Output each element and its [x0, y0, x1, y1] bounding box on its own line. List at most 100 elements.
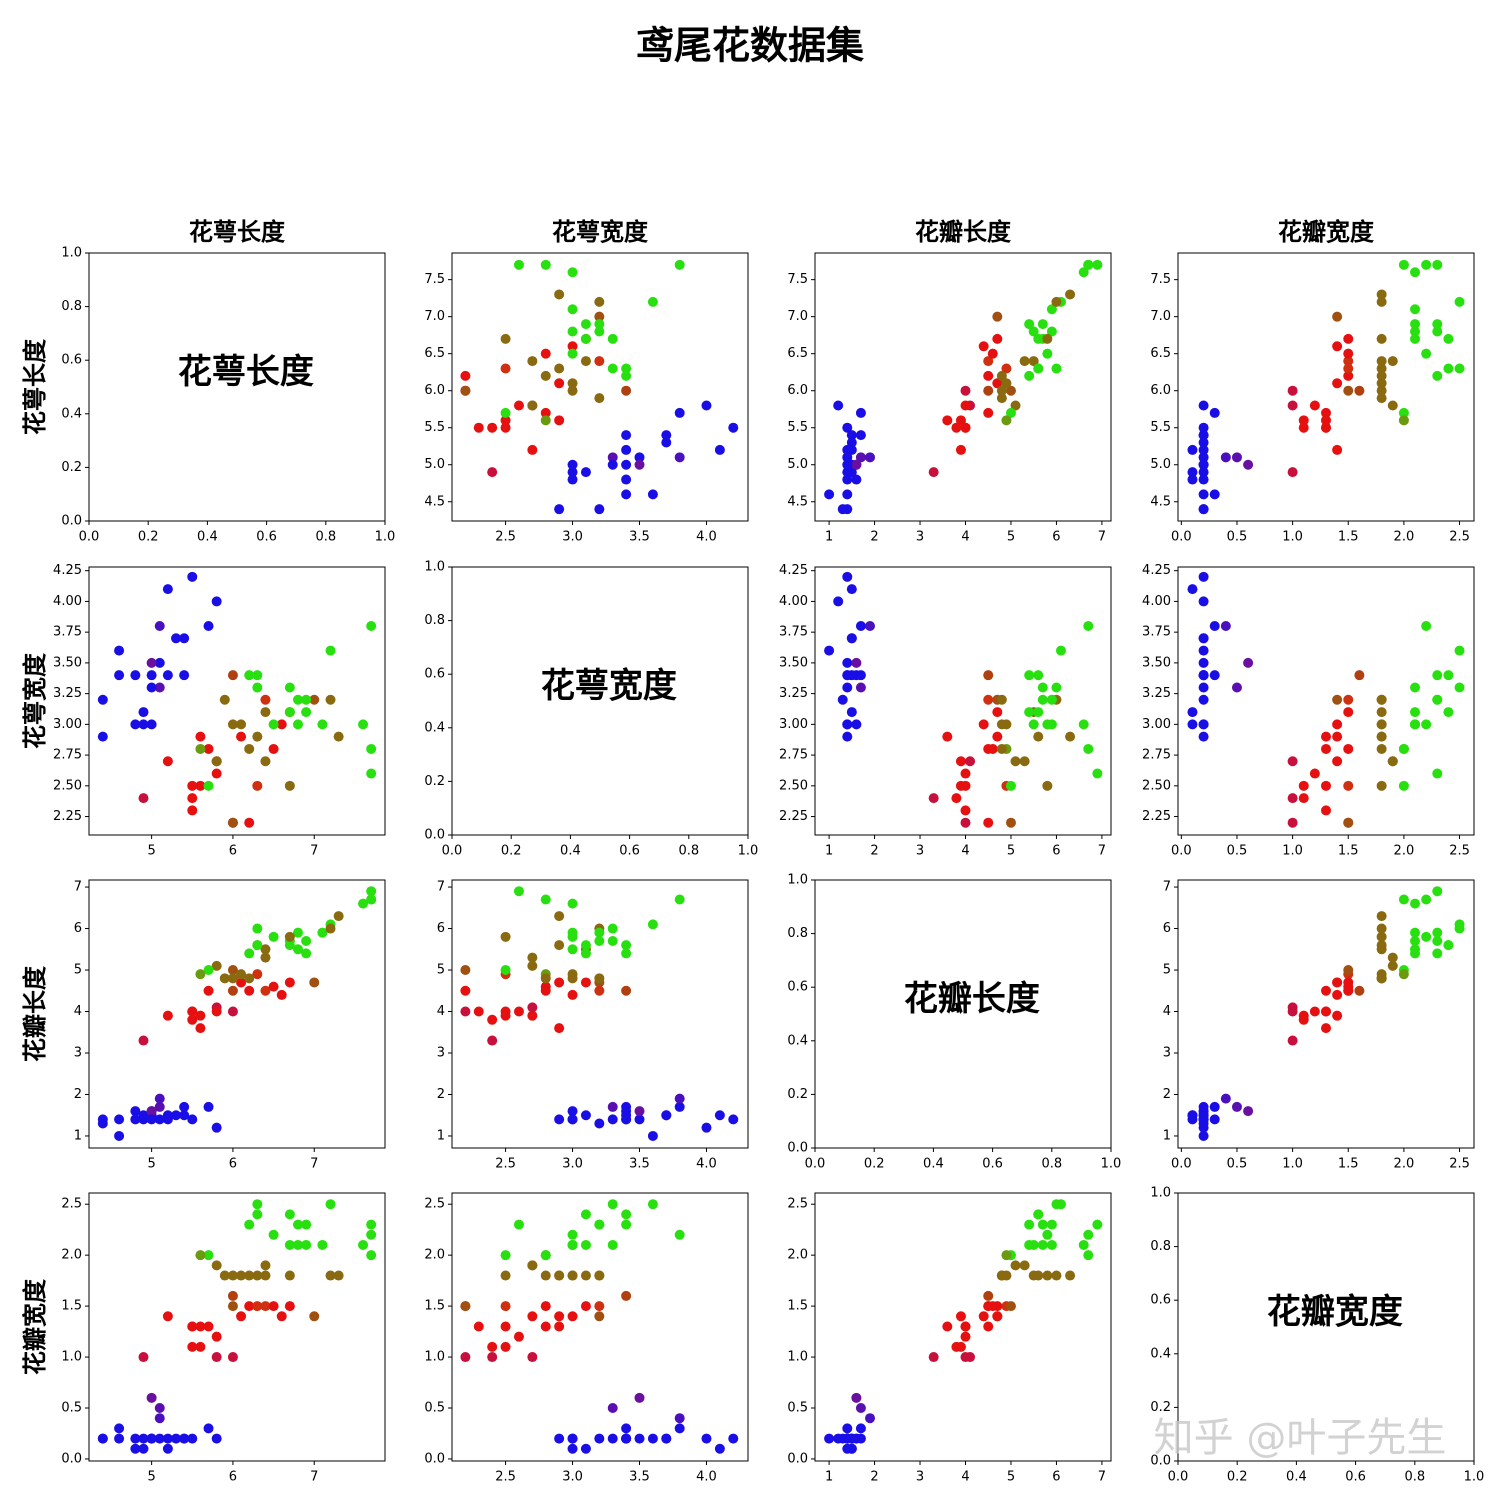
scatter-point	[580, 319, 591, 330]
scatter-point	[236, 731, 247, 742]
scatter-point	[1037, 1239, 1048, 1250]
scatter-point	[1198, 645, 1209, 656]
scatter-point	[554, 1311, 565, 1322]
scatter-point	[1243, 1106, 1254, 1117]
x-tick-label: 3	[916, 1470, 924, 1485]
scatter-point	[928, 793, 939, 804]
x-tick-label: 7	[1098, 1470, 1106, 1485]
axes-frame	[451, 1192, 749, 1462]
scatter-point	[554, 1114, 565, 1125]
scatter-point	[996, 370, 1007, 381]
scatter-point	[580, 1301, 591, 1312]
scatter-point	[162, 1010, 173, 1021]
scatter-point	[366, 1219, 377, 1230]
scatter-point	[527, 356, 538, 367]
scatter-point	[567, 459, 578, 470]
y-tick-label: 6.5	[1150, 346, 1171, 361]
x-tick-label: 5	[1007, 1470, 1015, 1485]
scatter-point	[500, 1250, 511, 1261]
scatter-point	[540, 348, 551, 359]
scatter-point	[1042, 1270, 1053, 1281]
scatter-point	[1198, 682, 1209, 693]
scatter-point	[621, 489, 632, 500]
scatter-point	[162, 1433, 173, 1444]
scatter-point	[1443, 940, 1454, 951]
scatter-point	[1037, 682, 1048, 693]
scatter-point	[965, 1352, 976, 1363]
scatter-point	[554, 378, 565, 389]
x-tick-label: 1.0	[1101, 1157, 1122, 1172]
scatter-point	[487, 1035, 498, 1046]
scatter-point	[1398, 407, 1409, 418]
x-tick-label: 4	[961, 844, 969, 859]
scatter-point	[138, 719, 149, 730]
scatter-point	[227, 670, 238, 681]
x-tick-label: 0.0	[805, 1157, 826, 1172]
scatter-point	[1005, 385, 1016, 396]
scatter-point	[292, 694, 303, 705]
y-tick-label: 6.0	[424, 383, 445, 398]
y-tick-label: 1.0	[787, 1350, 808, 1365]
scatter-point	[842, 571, 853, 582]
x-tick-label: 6	[229, 1470, 237, 1485]
scatter-point	[162, 584, 173, 595]
scatter-point	[195, 1250, 206, 1261]
scatter-point	[701, 400, 712, 411]
scatter-point	[851, 474, 862, 485]
scatter-point	[1421, 348, 1432, 359]
scatter-point	[1042, 1229, 1053, 1240]
scatter-point	[607, 935, 618, 946]
y-tick-label: 6.5	[424, 346, 445, 361]
y-tick-label: 2.25	[779, 809, 808, 824]
scatter-point	[567, 378, 578, 389]
scatter-point	[1198, 400, 1209, 411]
panel-label: 花萼宽度	[541, 666, 677, 706]
scatter-point	[487, 1341, 498, 1352]
scatter-point	[473, 1006, 484, 1017]
scatter-point	[211, 1260, 222, 1271]
y-tick-label: 2	[1163, 1087, 1171, 1102]
scatter-point	[1343, 977, 1354, 988]
scatter-point	[594, 504, 605, 515]
scatter-point	[513, 1219, 524, 1230]
scatter-point	[203, 1101, 214, 1112]
scatter-point	[284, 1209, 295, 1220]
scatter-point	[325, 923, 336, 934]
scatter-point	[580, 1110, 591, 1121]
scatter-point	[1343, 385, 1354, 396]
scatter-point	[1387, 960, 1398, 971]
scatter-point	[634, 1392, 645, 1403]
scatter-point	[1410, 326, 1421, 337]
row-label: 花瓣宽度	[21, 1278, 49, 1375]
scatter-point	[554, 363, 565, 374]
scatter-point	[500, 1301, 511, 1312]
scatter-point	[942, 1321, 953, 1332]
scatter-point	[567, 385, 578, 396]
scatter-point	[130, 1433, 141, 1444]
scatter-point	[846, 430, 857, 441]
scatter-point	[1398, 969, 1409, 980]
scatter-point	[1432, 319, 1443, 330]
x-tick-label: 2.5	[1449, 530, 1470, 545]
scatter-point	[227, 1290, 238, 1301]
scatter-point	[284, 707, 295, 718]
scatter-point	[567, 944, 578, 955]
y-tick-label: 4.5	[424, 494, 445, 509]
y-tick-label: 4.5	[787, 494, 808, 509]
scatter-point	[179, 1110, 190, 1121]
scatter-point	[1046, 694, 1057, 705]
scatter-point	[114, 645, 125, 656]
scatter-point	[942, 731, 953, 742]
scatter-point	[607, 363, 618, 374]
scatter-point	[366, 1229, 377, 1240]
y-tick-label: 7.0	[1150, 309, 1171, 324]
scatter-point	[540, 985, 551, 996]
scatter-point	[500, 407, 511, 418]
scatter-point	[1033, 731, 1044, 742]
scatter-point	[227, 1270, 238, 1281]
scatter-point	[301, 935, 312, 946]
scatter-point	[1332, 311, 1343, 322]
scatter-point	[154, 1413, 165, 1424]
y-tick-label: 2.0	[787, 1248, 808, 1263]
scatter-point	[333, 911, 344, 922]
